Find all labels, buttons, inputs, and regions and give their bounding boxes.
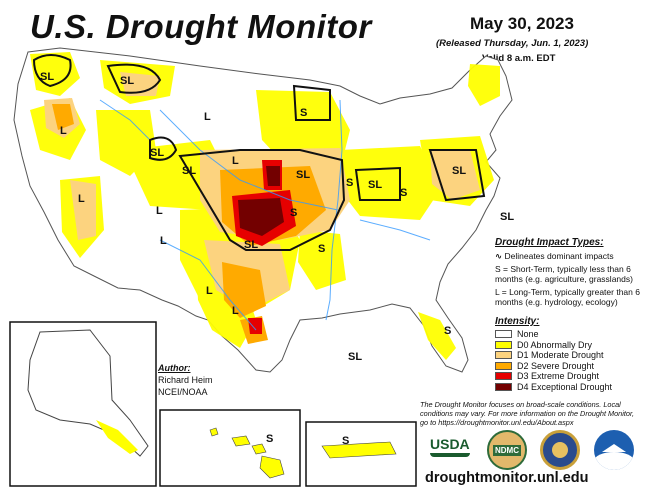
puerto-rico-shape bbox=[321, 441, 397, 459]
legend-swatch-d0 bbox=[495, 340, 512, 349]
noaa-logo[interactable] bbox=[594, 430, 634, 470]
label-sl-wa: SL bbox=[40, 71, 54, 83]
legend-row-d3: D3 Extreme Drought bbox=[495, 371, 612, 382]
label-sl-mt: SL bbox=[120, 75, 134, 87]
label-sl-ok: SL bbox=[244, 239, 258, 251]
label-l-tx: L bbox=[232, 305, 239, 317]
label-s-oh: S bbox=[400, 187, 407, 199]
label-l-sd: L bbox=[232, 155, 239, 167]
legend-swatch-d2 bbox=[495, 361, 512, 370]
impact-delineates-row: ∿ Delineates dominant impacts bbox=[495, 251, 640, 261]
author-org: NCEI/NOAA bbox=[158, 387, 208, 397]
usda-logo[interactable]: USDA bbox=[430, 436, 470, 460]
label-l-or: L bbox=[60, 125, 67, 137]
hawaii-islands bbox=[209, 427, 285, 479]
label-sl-pa: SL bbox=[452, 165, 466, 177]
author-heading: Author: bbox=[158, 363, 191, 373]
map-title: U.S. Drought Monitor bbox=[30, 8, 372, 45]
legend-row-d1: D1 Moderate Drought bbox=[495, 350, 612, 361]
intensity-legend: Intensity: None D0 Abnormally Dry D1 Mod… bbox=[495, 316, 612, 392]
legend-swatch-d1 bbox=[495, 351, 512, 360]
label-s-fl: S bbox=[444, 325, 451, 337]
label-l-ca: L bbox=[160, 235, 167, 247]
label-sl-gulf: SL bbox=[348, 351, 362, 363]
label-s-pr: S bbox=[342, 435, 349, 447]
disclaimer-note: The Drought Monitor focuses on broad-sca… bbox=[420, 400, 635, 427]
impact-heading: Drought Impact Types: bbox=[495, 237, 604, 248]
impact-long-term: L = Long-Term, typically greater than 6 … bbox=[495, 287, 640, 307]
label-s-hawaii: S bbox=[266, 433, 273, 445]
legend-row-d0: D0 Abnormally Dry bbox=[495, 340, 612, 351]
legend-row-d4: D4 Exceptional Drought bbox=[495, 382, 612, 393]
valid-time: Valid 8 a.m. EDT bbox=[482, 53, 556, 64]
squiggle-icon: ∿ bbox=[495, 251, 503, 261]
website-url[interactable]: droughtmonitor.unl.edu bbox=[425, 470, 589, 486]
author-block: Author: Richard Heim NCEI/NOAA bbox=[158, 362, 213, 398]
author-name: Richard Heim bbox=[158, 375, 213, 385]
label-sl-ne: SL bbox=[182, 165, 196, 177]
impact-labels: SL SL L L S SL SL L SL S SL S SL L L S L… bbox=[40, 71, 514, 363]
label-sl-wy: SL bbox=[150, 147, 164, 159]
alaska-d0 bbox=[96, 420, 138, 454]
legend-swatch-d3 bbox=[495, 372, 512, 381]
label-s-co: S bbox=[290, 207, 297, 219]
impact-short-term: S = Short-Term, typically less than 6 mo… bbox=[495, 264, 633, 284]
impact-legend: Drought Impact Types: ∿ Delineates domin… bbox=[495, 237, 640, 310]
d4-areas bbox=[238, 166, 284, 236]
map-date: May 30, 2023 bbox=[470, 14, 574, 33]
impact-delineates-text: Delineates dominant impacts bbox=[504, 251, 614, 261]
eagle-icon bbox=[552, 442, 568, 458]
label-l-nm: L bbox=[206, 285, 213, 297]
intensity-heading: Intensity: bbox=[495, 316, 540, 327]
legend-row-none: None bbox=[495, 329, 612, 340]
label-s-il: S bbox=[346, 177, 353, 189]
rivers bbox=[99, 99, 431, 331]
label-s-nd: S bbox=[300, 107, 307, 119]
doc-seal-logo[interactable] bbox=[540, 430, 580, 470]
label-s-ar: S bbox=[318, 243, 325, 255]
ndmc-logo[interactable]: NDMC bbox=[487, 430, 527, 470]
legend-row-d2: D2 Severe Drought bbox=[495, 361, 612, 372]
legend-swatch-d4 bbox=[495, 382, 512, 391]
label-l-nv: L bbox=[78, 193, 85, 205]
release-date: (Released Thursday, Jun. 1, 2023) bbox=[436, 38, 589, 49]
label-sl-in: SL bbox=[368, 179, 382, 191]
label-sl-east: SL bbox=[500, 211, 514, 223]
legend-swatch-none bbox=[495, 330, 512, 339]
label-l-mt: L bbox=[204, 111, 211, 123]
label-l-ut: L bbox=[156, 205, 163, 217]
impact-lines bbox=[32, 54, 486, 251]
label-sl-ia: SL bbox=[296, 169, 310, 181]
